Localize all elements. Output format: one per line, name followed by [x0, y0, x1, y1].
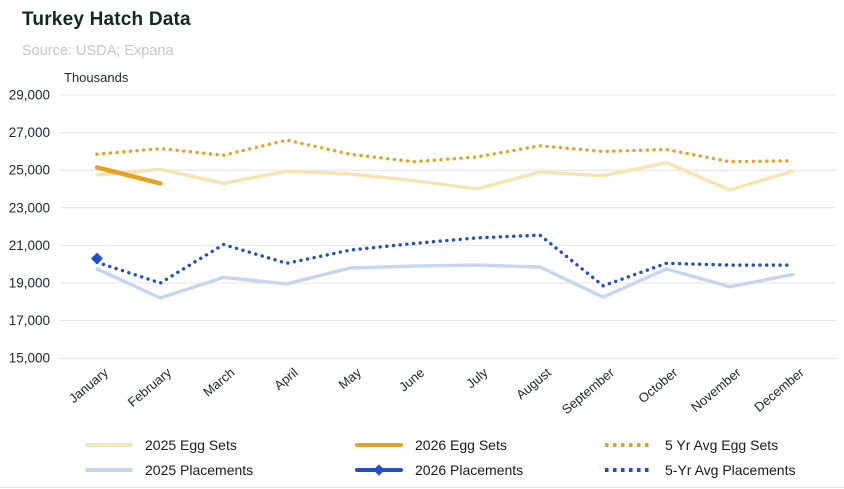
series-line-5: [95, 233, 795, 288]
legend-label: 2025 Placements: [145, 462, 254, 478]
legend-swatch-2025-egg-sets: [85, 443, 133, 447]
x-tick-label: May: [336, 364, 365, 392]
legend-item-2025-egg-sets: 2025 Egg Sets: [85, 437, 355, 453]
x-tick-label: March: [200, 365, 237, 400]
legend-swatch-2026-placements: [355, 468, 403, 472]
x-tick-label: January: [66, 364, 111, 406]
y-tick-label: 29,000: [9, 88, 50, 103]
x-tick-label: July: [463, 364, 491, 391]
chart-source: Source: USDA; Expana: [22, 43, 174, 59]
legend-item-2026-egg-sets: 2026 Egg Sets: [355, 437, 605, 453]
legend-label: 5-Yr Avg Placements: [665, 462, 796, 478]
y-tick-label: 19,000: [9, 276, 50, 291]
bottom-divider: [0, 487, 844, 488]
legend-item-2026-placements: 2026 Placements: [355, 462, 605, 478]
x-tick-label: August: [513, 365, 554, 403]
chart-svg: 29,000 27,000 25,000 23,000 21,000 19,000 17,0…: [9, 88, 836, 417]
series-line-3: [95, 263, 795, 300]
legend-item-5yr-avg-egg-sets: 5 Yr Avg Egg Sets: [605, 437, 834, 453]
y-axis-unit-label: Thousands: [64, 70, 129, 85]
x-tick-label: February: [125, 364, 175, 409]
legend-label: 2026 Egg Sets: [415, 437, 507, 453]
x-tick-label: April: [271, 365, 301, 393]
legend-label: 5 Yr Avg Egg Sets: [665, 437, 779, 453]
y-tick-label: 25,000: [9, 163, 50, 178]
y-tick-label: 21,000: [9, 238, 50, 253]
x-tick-label: June: [396, 365, 427, 395]
legend-label: 2026 Placements: [415, 462, 524, 478]
legend-item-2025-placements: 2025 Placements: [85, 462, 355, 478]
series-line-0: [95, 160, 795, 192]
chart-title: Turkey Hatch Data: [22, 9, 191, 30]
legend-swatch-2026-egg-sets: [355, 443, 403, 447]
series-marker-diamond: [91, 252, 103, 265]
series-line-2: [95, 138, 795, 164]
x-tick-label: October: [635, 364, 681, 406]
y-tick-label: 27,000: [9, 125, 50, 140]
y-tick-label: 17,000: [9, 313, 50, 328]
y-tick-label: 23,000: [9, 200, 50, 215]
x-tick-label: September: [559, 364, 618, 417]
chart-legend: 2025 Egg Sets 2026 Egg Sets 5 Yr Avg Egg…: [85, 437, 834, 478]
legend-swatch-2025-placements: [85, 468, 133, 472]
legend-label: 2025 Egg Sets: [145, 437, 237, 453]
series-line-1: [94, 165, 163, 186]
legend-swatch-5yr-avg-placements: [605, 468, 653, 472]
legend-item-5yr-avg-placements: 5-Yr Avg Placements: [605, 462, 834, 478]
x-tick-label: December: [751, 364, 807, 414]
x-tick-label: November: [688, 364, 744, 414]
legend-swatch-5yr-avg-egg-sets: [605, 443, 653, 447]
y-tick-label: 15,000: [9, 351, 50, 366]
